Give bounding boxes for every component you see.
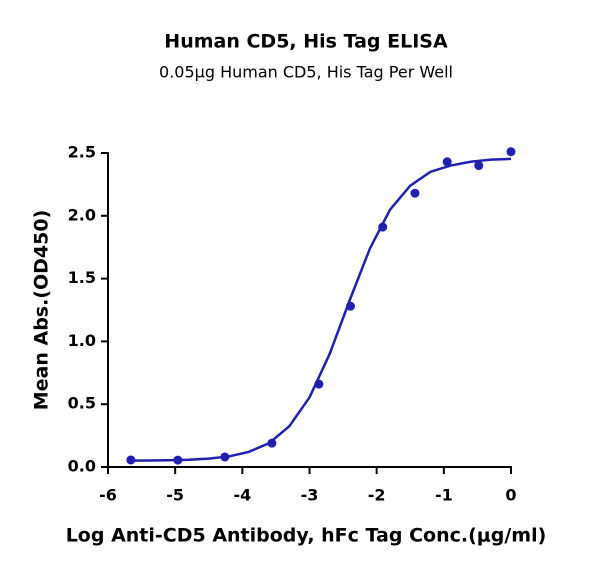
data-point [126, 455, 136, 465]
y-tick-label: 0.0 [68, 457, 96, 476]
y-tick-label: 1.5 [68, 268, 96, 287]
chart-title: Human CD5, His Tag ELISA [164, 31, 448, 53]
y-axis-label: Mean Abs.(OD450) [31, 210, 53, 411]
x-tick-label: -3 [301, 486, 319, 505]
y-tick-label: 2.5 [68, 143, 96, 162]
data-point [220, 452, 230, 462]
x-tick-label: -2 [368, 486, 386, 505]
x-tick-label: -6 [99, 486, 117, 505]
data-point [410, 188, 420, 198]
data-point [442, 157, 452, 167]
fit-curve [128, 157, 512, 462]
data-point [345, 301, 355, 311]
y-tick-label: 1.0 [68, 331, 96, 350]
x-tick-label: -5 [166, 486, 184, 505]
y-tick-label: 0.5 [68, 394, 96, 413]
data-point [173, 455, 183, 465]
data-point [506, 147, 516, 157]
x-tick-label: -4 [233, 486, 251, 505]
y-tick-label: 2.0 [68, 205, 96, 224]
data-point [378, 222, 388, 232]
data-point [474, 161, 484, 171]
chart-subtitle: 0.05μg Human CD5, His Tag Per Well [159, 63, 453, 82]
x-tick-label: -1 [435, 486, 453, 505]
x-axis-label: Log Anti-CD5 Antibody, hFc Tag Conc.(μg/… [66, 525, 547, 547]
data-point [267, 438, 277, 448]
data-point [314, 379, 324, 389]
x-tick-label: 0 [505, 486, 516, 505]
